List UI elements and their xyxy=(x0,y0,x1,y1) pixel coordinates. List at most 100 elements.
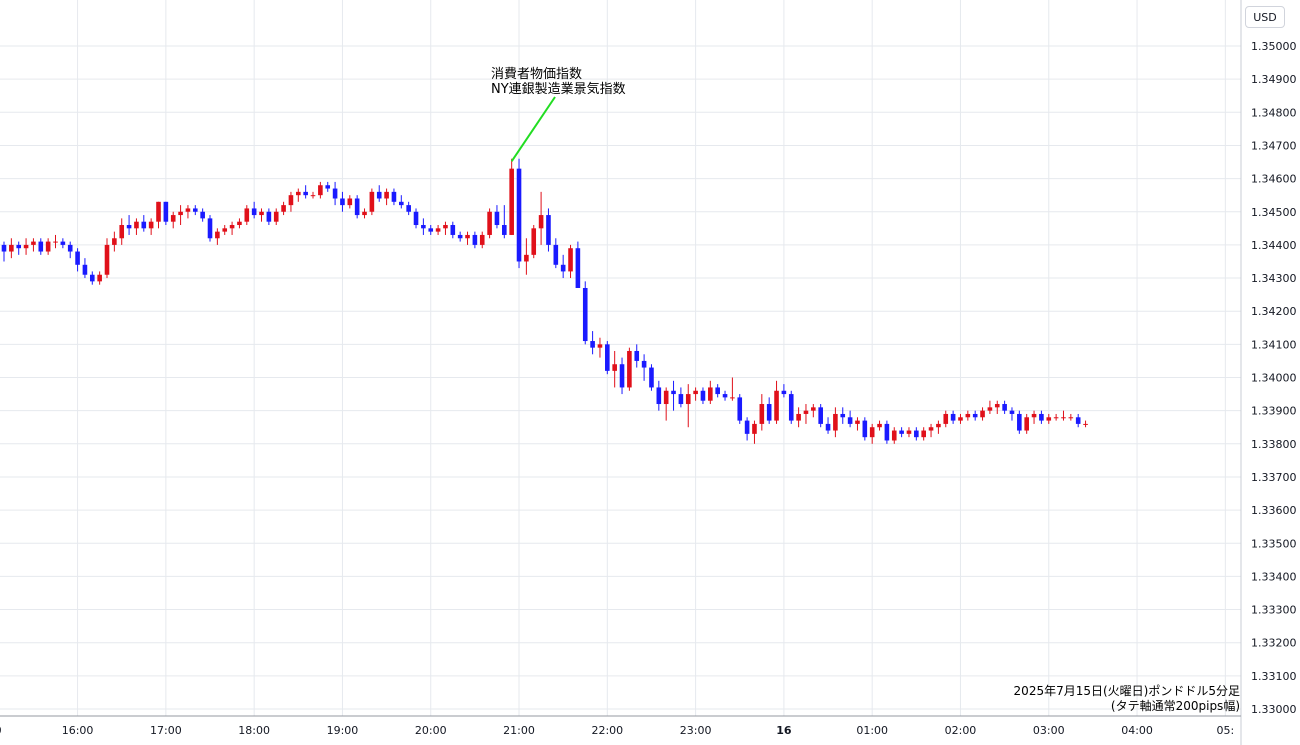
time-tick-label: 16 xyxy=(776,724,792,737)
candle-body-up xyxy=(869,427,875,438)
grid xyxy=(0,0,1241,716)
candle-body-up xyxy=(877,423,882,428)
candle-body-down xyxy=(89,274,95,282)
candles xyxy=(1,158,1088,444)
candle-body-down xyxy=(582,287,588,342)
time-axis: 5:00 16:00 17:00 18:00 19:00 20:00 21:00 22:00 2… xyxy=(0,724,1234,737)
candle-body-up xyxy=(104,244,110,275)
candle-body-down xyxy=(781,390,787,395)
candle-body-down xyxy=(605,344,610,371)
candle-body-up xyxy=(53,241,58,243)
price-tick-label: 1.33200 xyxy=(1251,637,1297,650)
annotation-line-1: 消費者物価指数 xyxy=(491,67,582,82)
candle-body-up xyxy=(627,350,632,388)
time-tick-label: 22:00 xyxy=(591,724,623,737)
candle-body-up xyxy=(1061,417,1066,419)
candle-body-down xyxy=(406,205,411,212)
annotation-line-2: NY連銀製造業景気指数 xyxy=(491,81,626,97)
time-tick-label: 05: xyxy=(1216,724,1234,737)
candle-body-down xyxy=(678,394,684,405)
time-tick-label: 18:00 xyxy=(238,724,270,737)
candle-body-down xyxy=(457,234,463,239)
candle-body-down xyxy=(340,198,345,206)
candle-body-up xyxy=(31,241,36,245)
candle-body-down xyxy=(376,191,382,199)
candle-body-up xyxy=(45,241,51,252)
currency-button[interactable]: USD xyxy=(1245,6,1285,28)
time-tick-label: 02:00 xyxy=(945,724,977,737)
candle-body-down xyxy=(16,244,22,249)
price-tick-label: 1.33400 xyxy=(1251,570,1297,583)
price-tick-label: 1.34100 xyxy=(1251,338,1297,351)
price-tick-label: 1.34900 xyxy=(1251,73,1297,86)
candle-body-down xyxy=(421,225,426,229)
candle-body-up xyxy=(1031,413,1037,418)
candle-body-down xyxy=(325,185,331,189)
candle-body-down xyxy=(251,208,257,216)
candle-body-up xyxy=(229,225,235,229)
candle-body-down xyxy=(1,244,7,252)
candle-body-down xyxy=(560,264,566,272)
candle-body-up xyxy=(936,423,941,428)
candle-body-down xyxy=(972,413,978,418)
candle-body-down xyxy=(1039,413,1044,421)
time-tick-label: 04:00 xyxy=(1121,724,1153,737)
candle-body-down xyxy=(546,215,551,245)
candle-body-up xyxy=(273,211,279,222)
candle-body-up xyxy=(994,404,1000,408)
candle-body-down xyxy=(1009,410,1015,414)
candle-body-up xyxy=(811,407,816,411)
time-tick-label: 19:00 xyxy=(327,724,359,737)
candle-body-up xyxy=(296,191,301,196)
candle-body-up xyxy=(347,198,353,206)
price-tick-label: 1.33600 xyxy=(1251,504,1297,517)
candle-body-up xyxy=(112,238,117,245)
price-tick-label: 1.33900 xyxy=(1251,405,1297,418)
price-tick-label: 1.35000 xyxy=(1251,40,1297,53)
time-tick-label: 17:00 xyxy=(150,724,182,737)
annotation-pointer xyxy=(510,96,556,162)
candle-body-down xyxy=(60,241,66,245)
price-tick-label: 1.33100 xyxy=(1251,670,1297,683)
candle-body-up xyxy=(134,221,139,229)
time-tick-label: 21:00 xyxy=(503,724,535,737)
candle-body-down xyxy=(163,201,169,222)
candle-body-down xyxy=(553,244,559,265)
candle-body-up xyxy=(987,407,993,411)
candle-body-down xyxy=(884,423,890,441)
time-tick-label: 01:00 xyxy=(856,724,888,737)
candle-body-down xyxy=(354,198,360,216)
candle-body-down xyxy=(266,211,272,222)
candle-body-up xyxy=(170,215,176,222)
time-tick-label: 23:00 xyxy=(680,724,712,737)
candle-body-down xyxy=(914,430,919,438)
candle-body-up xyxy=(752,423,757,434)
candle-body-down xyxy=(899,430,904,434)
candle-body-down xyxy=(737,397,743,421)
candle-body-down xyxy=(950,413,956,421)
candle-body-up xyxy=(244,208,250,222)
time-tick-label: 16:00 xyxy=(62,724,94,737)
candle-body-down xyxy=(1002,404,1007,411)
candle-body-up xyxy=(1068,417,1074,419)
candle-body-down xyxy=(38,241,44,252)
price-tick-label: 1.34000 xyxy=(1251,372,1297,385)
price-tick-label: 1.33300 xyxy=(1251,604,1297,617)
candle-body-up xyxy=(524,254,529,262)
candle-body-up xyxy=(369,191,375,212)
candle-body-down xyxy=(450,225,456,235)
candle-body-up xyxy=(185,208,191,212)
candle-body-down xyxy=(428,228,434,232)
candle-body-down xyxy=(516,168,522,262)
candle-body-up xyxy=(310,195,316,197)
candle-body-up xyxy=(119,225,125,239)
candle-body-up xyxy=(708,387,713,401)
candle-body-up xyxy=(891,430,897,441)
candle-body-down xyxy=(590,341,595,348)
candle-body-down xyxy=(494,211,500,226)
candle-body-up xyxy=(9,244,14,252)
price-axis: 1.35000 1.34900 1.34800 1.34700 1.34600 1.345… xyxy=(1251,40,1297,716)
chart-caption-line-2: (タテ軸通常200pips幅) xyxy=(1111,698,1240,713)
candle-body-up xyxy=(1024,417,1029,431)
candle-body-up xyxy=(318,185,323,196)
